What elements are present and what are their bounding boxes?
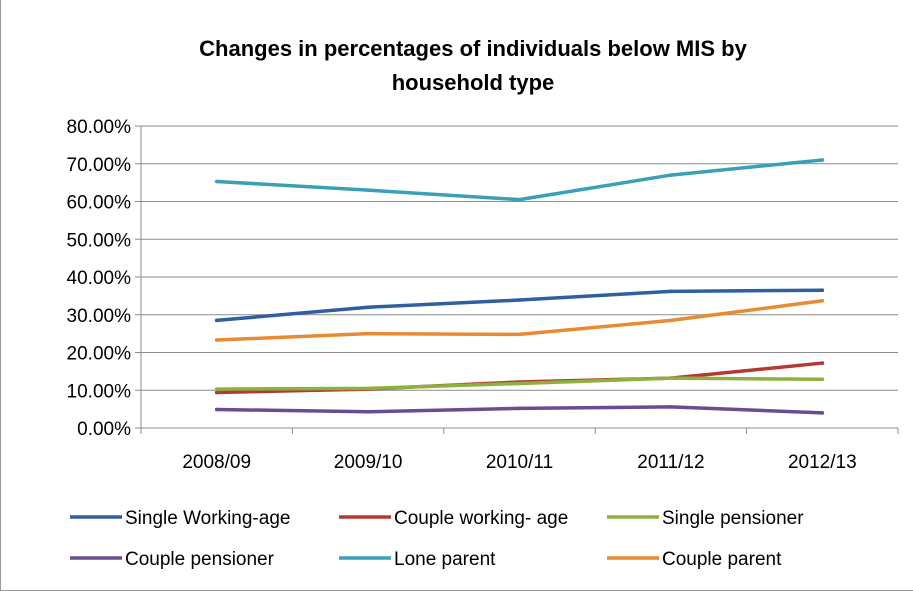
y-tick-label: 80.00%: [67, 117, 132, 138]
data-point: [669, 318, 673, 323]
legend-item: Couple parent: [607, 549, 782, 570]
data-point: [214, 318, 219, 323]
x-tick-label: 2012/13: [788, 452, 857, 473]
data-point: [366, 409, 370, 414]
chart-title-line-2: household type: [392, 70, 555, 95]
y-tick-label: 0.00%: [77, 419, 131, 440]
legend-label: Couple pensioner: [125, 549, 275, 570]
data-point: [517, 406, 522, 411]
data-point: [366, 305, 370, 310]
data-point: [820, 158, 825, 162]
legend-item: Single Working-age: [70, 508, 290, 529]
y-tick-label: 20.00%: [67, 344, 132, 365]
chart-title-line-1: Changes in percentages of individuals be…: [199, 36, 747, 61]
legend-item: Couple working- age: [339, 508, 568, 529]
y-tick-label: 40.00%: [67, 268, 132, 289]
data-point: [214, 390, 219, 395]
legend-item: Single pensioner: [607, 508, 804, 529]
data-point: [669, 376, 673, 380]
data-point: [820, 288, 825, 293]
data-point: [669, 405, 673, 409]
data-point: [214, 179, 219, 184]
data-point: [669, 289, 673, 294]
data-point: [366, 188, 370, 192]
y-tick-labels: 0.00% 10.00% 20.00% 30.00% 40.00% 50.00% 60.00…: [67, 117, 132, 440]
axes: [135, 125, 899, 434]
series-line-4: [214, 158, 825, 202]
x-tick-label: 2009/10: [334, 452, 403, 473]
y-tick-label: 50.00%: [67, 230, 132, 251]
legend-label: Couple working- age: [394, 508, 568, 529]
gridlines: [141, 125, 898, 391]
data-point: [517, 332, 522, 337]
y-tick-label: 10.00%: [67, 381, 132, 402]
legend-label: Lone parent: [394, 549, 496, 570]
legend-item: Lone parent: [339, 549, 496, 570]
y-tick-label: 30.00%: [67, 306, 132, 327]
legend: Single Working-age Couple working- age Sin…: [70, 508, 804, 570]
x-tick-label: 2010/11: [486, 452, 553, 473]
x-tick-label: 2008/09: [182, 452, 251, 473]
data-point: [517, 298, 522, 302]
data-point: [820, 298, 825, 303]
data-point: [517, 381, 522, 386]
data-point: [366, 331, 370, 336]
data-point: [820, 377, 825, 382]
x-tick-labels: 2008/09 2009/10 2010/11 2011/12 2012/13: [182, 452, 856, 473]
y-tick-label: 70.00%: [67, 155, 132, 176]
legend-label: Couple parent: [662, 549, 782, 570]
data-point: [366, 386, 370, 391]
data-point: [214, 338, 219, 342]
x-tick-label: 2011/12: [637, 452, 704, 473]
data-point: [669, 173, 673, 177]
data-point: [517, 197, 522, 202]
legend-label: Single pensioner: [662, 508, 804, 529]
legend-label: Single Working-age: [125, 508, 290, 529]
data-point: [214, 387, 219, 391]
data-point: [214, 407, 219, 412]
series-lines: [214, 158, 825, 415]
legend-item: Couple pensioner: [70, 549, 275, 570]
y-tick-label: 60.00%: [67, 193, 132, 214]
series-line-0: [214, 288, 825, 323]
data-point: [820, 411, 825, 415]
data-point: [820, 361, 825, 365]
